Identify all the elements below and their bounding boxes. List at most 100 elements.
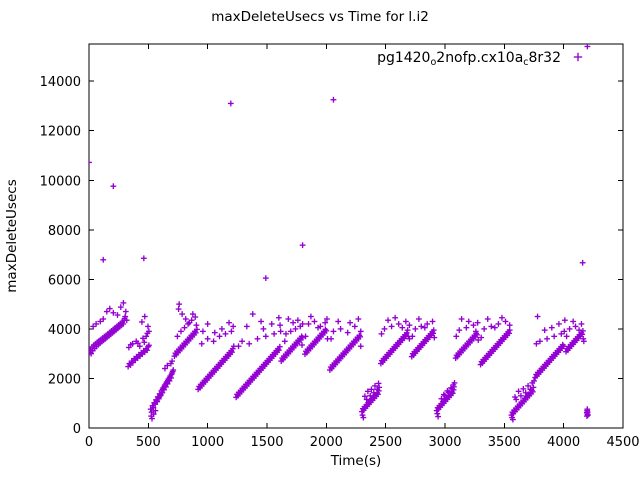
data-point <box>463 324 470 331</box>
data-point <box>200 328 206 335</box>
data-point <box>527 386 534 393</box>
data-point <box>260 326 267 332</box>
data-point <box>276 343 283 350</box>
data-point <box>438 395 445 402</box>
data-point <box>561 317 568 324</box>
y-tick-label: 8000 <box>48 224 81 239</box>
data-point <box>239 338 245 345</box>
data-point <box>399 324 406 331</box>
data-point <box>114 312 121 318</box>
data-point <box>162 365 168 372</box>
data-point <box>174 333 181 340</box>
data-point <box>412 326 419 332</box>
data-point <box>140 335 146 342</box>
data-point <box>271 330 278 337</box>
data-point <box>381 326 388 332</box>
data-point <box>249 311 256 317</box>
data-point <box>204 335 211 342</box>
x-axis-title: Time(s) <box>330 453 382 469</box>
data-point <box>372 382 378 389</box>
data-point <box>120 299 127 306</box>
data-point <box>368 386 375 393</box>
data-point <box>429 318 436 325</box>
data-point <box>506 327 513 334</box>
data-point <box>488 323 495 330</box>
data-point <box>560 343 567 350</box>
data-point <box>152 407 159 414</box>
data-point <box>106 305 113 312</box>
data-point <box>226 319 232 326</box>
data-point <box>299 342 305 348</box>
data-point <box>110 183 117 190</box>
data-point <box>533 340 540 347</box>
data-point <box>219 326 225 332</box>
data-point <box>456 327 463 334</box>
data-point <box>544 335 550 342</box>
data-point <box>168 371 175 378</box>
data-point <box>335 318 342 325</box>
data-point <box>572 323 579 330</box>
data-point <box>330 96 337 103</box>
data-point <box>311 318 318 325</box>
data-point <box>157 391 164 398</box>
y-tick-label: 14000 <box>40 75 81 90</box>
data-point <box>235 343 242 350</box>
y-tick-label: 4000 <box>48 323 81 338</box>
data-point <box>584 44 591 50</box>
data-point <box>584 412 591 419</box>
data-point <box>97 318 104 325</box>
data-point <box>294 317 301 324</box>
data-point <box>136 343 143 350</box>
data-point <box>328 335 334 342</box>
data-point <box>120 321 127 327</box>
data-point <box>451 380 458 386</box>
data-point <box>287 328 294 335</box>
data-point <box>292 326 299 332</box>
data-point <box>465 318 472 325</box>
data-point <box>268 321 275 327</box>
data-point <box>440 391 447 398</box>
data-point <box>442 392 448 399</box>
data-point <box>185 321 191 327</box>
data-point <box>470 322 477 329</box>
data-point <box>520 385 527 392</box>
data-point <box>192 314 199 320</box>
data-point <box>100 256 107 263</box>
data-point <box>176 301 183 308</box>
data-point <box>228 328 235 335</box>
data-point <box>364 388 371 395</box>
data-point <box>584 413 590 420</box>
x-tick-label: 1500 <box>250 435 283 450</box>
data-point <box>580 338 587 345</box>
data-point <box>145 323 151 330</box>
data-point <box>448 384 454 391</box>
data-point <box>576 327 582 334</box>
data-point <box>357 333 364 340</box>
data-point <box>146 328 152 335</box>
data-point <box>531 378 537 384</box>
data-point <box>378 330 385 337</box>
data-point <box>522 389 529 396</box>
data-point <box>495 321 502 327</box>
data-point <box>181 324 188 331</box>
data-point <box>143 333 150 340</box>
data-point <box>229 349 235 356</box>
data-point <box>169 358 175 365</box>
data-point <box>90 323 97 330</box>
legend-subscript: c <box>523 57 528 68</box>
data-point <box>579 327 586 334</box>
x-tick-label: 2500 <box>369 435 402 450</box>
x-tick-label: 2000 <box>310 435 343 450</box>
data-point <box>430 327 437 334</box>
data-point <box>283 330 289 337</box>
data-point <box>404 327 411 334</box>
data-point <box>444 387 451 394</box>
data-point <box>175 306 182 312</box>
data-point <box>110 309 117 316</box>
data-point <box>159 386 166 393</box>
data-point <box>150 411 157 418</box>
data-point <box>324 316 330 322</box>
data-point <box>299 334 306 341</box>
